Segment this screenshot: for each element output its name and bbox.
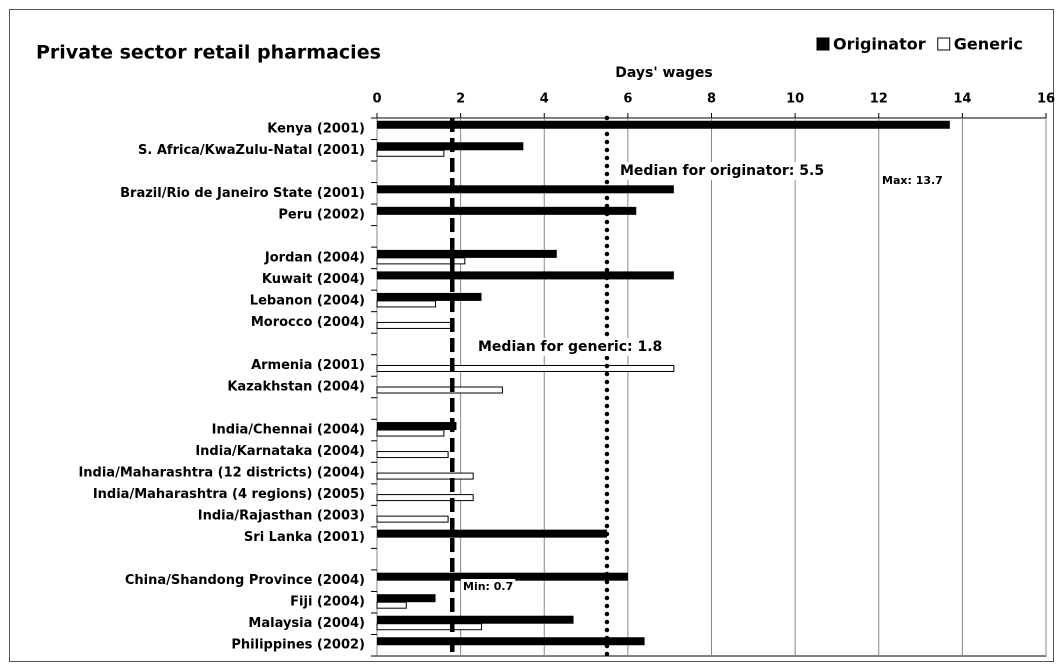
- y-tick-label: Philippines (2002): [231, 638, 365, 653]
- legend-label: Originator: [833, 35, 926, 54]
- bar: [377, 615, 574, 624]
- x-tick-label: 8: [707, 92, 716, 107]
- chart-title: Private sector retail pharmacies: [36, 42, 381, 64]
- y-tick-label: S. Africa/KwaZulu-Natal (2001): [138, 143, 365, 158]
- bar: [377, 120, 950, 129]
- bar: [376, 364, 675, 372]
- legend-swatch: [816, 37, 830, 51]
- x-axis-label: Days' wages: [615, 65, 713, 81]
- annotation-bg: [476, 338, 665, 356]
- bar: [377, 271, 674, 280]
- y-tick-label: Malaysia (2004): [248, 616, 365, 631]
- bar: [376, 472, 474, 480]
- y-tick-label: Kenya (2001): [267, 121, 365, 136]
- bar: [377, 206, 637, 215]
- y-tick-label: Brazil/Rio de Janeiro State (2001): [120, 186, 365, 201]
- y-tick-label: India/Karnataka (2004): [195, 444, 365, 459]
- bar: [376, 623, 483, 631]
- x-tick-label: 10: [786, 92, 804, 107]
- bar: [377, 292, 482, 301]
- x-tick-label: 6: [623, 92, 632, 107]
- y-tick-label: Jordan (2004): [264, 250, 365, 265]
- legend: Originator Generic: [816, 35, 1023, 54]
- y-tick-label: India/Maharashtra (12 districts) (2004): [78, 466, 365, 481]
- x-tick-label: 4: [540, 92, 549, 107]
- y-tick-label: Morocco (2004): [251, 315, 365, 330]
- bar: [376, 429, 445, 437]
- annotation-bg: [618, 162, 827, 180]
- y-tick-label: Fiji (2004): [290, 595, 365, 610]
- annotation: Max: 13.7: [882, 174, 943, 187]
- x-tick-label: 14: [953, 92, 971, 107]
- x-tick-label: 16: [1037, 92, 1055, 107]
- x-tick-label: 0: [372, 92, 381, 107]
- y-tick-label: India/Rajasthan (2003): [198, 509, 365, 524]
- y-tick-label: Armenia (2001): [251, 358, 365, 373]
- bar: [377, 637, 645, 646]
- annotation-bg: [880, 173, 945, 188]
- bar: [377, 529, 607, 538]
- bar: [376, 386, 503, 394]
- bar: [377, 572, 628, 581]
- y-tick-label: Sri Lanka (2001): [244, 530, 365, 545]
- legend-label: Generic: [954, 35, 1023, 54]
- y-tick-label: India/Chennai (2004): [212, 423, 365, 438]
- annotation: Median for originator: 5.5: [620, 163, 824, 179]
- bar: [377, 422, 457, 431]
- bar: [376, 515, 449, 523]
- bar: [376, 257, 466, 265]
- bar: [376, 300, 437, 308]
- bar: [376, 149, 445, 157]
- x-tick-label: 2: [456, 92, 465, 107]
- y-tick-label: Peru (2002): [278, 207, 365, 222]
- bar: [376, 451, 449, 459]
- bar: [377, 249, 557, 258]
- bar: [377, 594, 436, 603]
- y-tick-label: India/Maharashtra (4 regions) (2005): [93, 487, 365, 502]
- bar: [376, 494, 474, 502]
- bar: [377, 185, 674, 194]
- bar: [376, 321, 453, 329]
- y-tick-label: Lebanon (2004): [250, 293, 365, 308]
- annotation: Min: 0.7: [463, 580, 513, 593]
- y-tick-label: Kazakhstan (2004): [227, 380, 365, 395]
- bar: [376, 601, 407, 609]
- y-tick-label: Kuwait (2004): [262, 272, 365, 287]
- annotation-bg: [461, 579, 516, 594]
- annotation: Median for generic: 1.8: [478, 339, 662, 355]
- x-tick-label: 12: [870, 92, 888, 107]
- legend-swatch: [937, 37, 951, 51]
- y-tick-label: China/Shandong Province (2004): [125, 573, 365, 588]
